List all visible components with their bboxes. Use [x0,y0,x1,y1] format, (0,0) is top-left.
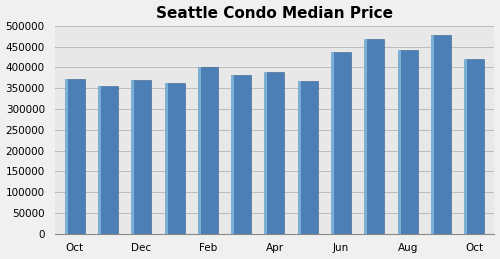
Bar [431,35,434,234]
Bar [298,81,301,234]
Bar [331,52,351,234]
Bar [398,49,418,234]
Bar [98,86,101,234]
Bar [331,52,334,234]
Bar [298,81,318,234]
Bar [431,35,451,234]
Bar [464,59,468,234]
Bar [398,49,401,234]
Bar [131,80,134,234]
Bar [98,86,118,234]
Bar [264,73,284,234]
Bar [64,79,68,234]
Bar [364,39,384,234]
Bar [464,59,484,234]
Bar [164,83,184,234]
Bar [231,75,234,234]
Bar [64,79,84,234]
Bar [264,73,268,234]
Bar [131,80,151,234]
Bar [364,39,368,234]
Bar [198,67,201,234]
Bar [231,75,251,234]
Bar [164,83,168,234]
Bar [198,67,218,234]
Title: Seattle Condo Median Price: Seattle Condo Median Price [156,5,393,20]
